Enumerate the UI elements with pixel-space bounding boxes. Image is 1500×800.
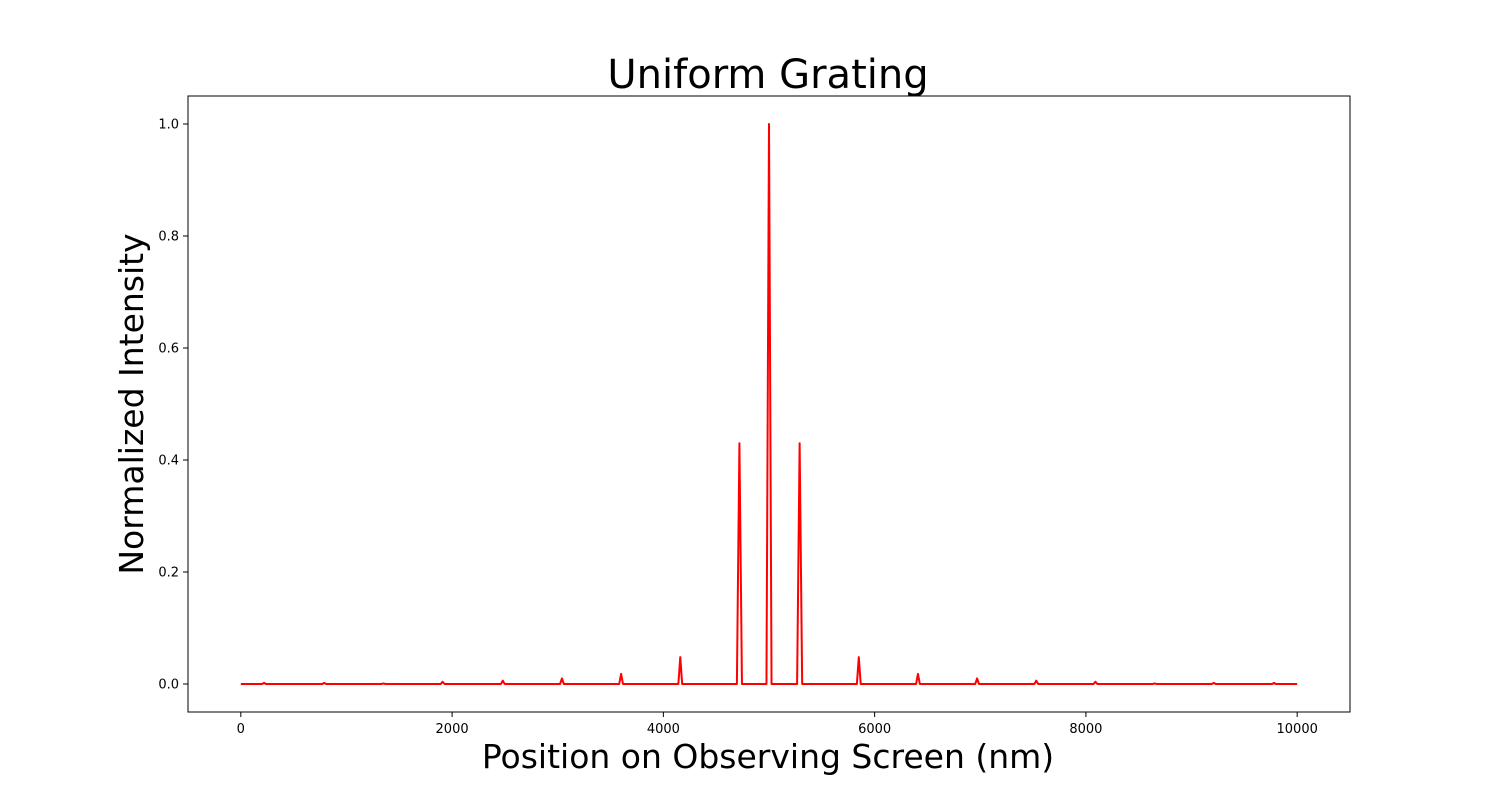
- intensity-peak: [382, 682, 385, 685]
- plot-area: [240, 123, 1298, 685]
- axis-ticks: 0 2000 4000 6000 8000 10000 0.0 0.2 0.4 0.6 0.8 1.0: [158, 118, 1318, 738]
- intensity-peak: [1213, 682, 1215, 684]
- y-tick-label: 0.6: [158, 342, 179, 357]
- x-tick-label: 6000: [858, 722, 891, 737]
- chart-title: Uniform Grating: [607, 52, 928, 98]
- y-tick-label: 0.2: [158, 566, 179, 581]
- intensity-line: [240, 123, 1298, 685]
- intensity-peak: [441, 681, 444, 683]
- y-tick-label: 1.0: [158, 118, 179, 133]
- y-tick-label: 0.4: [158, 454, 179, 469]
- x-axis-label: Position on Observing Screen (nm): [482, 737, 1054, 776]
- intensity-peak: [1153, 682, 1156, 685]
- intensity-peak: [502, 680, 504, 682]
- x-tick-label: 4000: [647, 722, 680, 737]
- intensity-peak: [679, 656, 681, 658]
- plot-frame: [187, 95, 1351, 713]
- intensity-peak: [858, 656, 860, 658]
- intensity-peak: [620, 673, 622, 675]
- y-tick-label: 0.0: [158, 678, 179, 693]
- intensity-peak: [1094, 681, 1097, 683]
- x-tick-label: 10000: [1277, 722, 1318, 737]
- x-tick-label: 2000: [436, 722, 469, 737]
- intensity-peak: [561, 677, 563, 680]
- intensity-peak: [323, 682, 325, 684]
- intensity-peak: [263, 682, 265, 684]
- y-tick-label: 0.8: [158, 230, 179, 245]
- x-tick-label: 0: [237, 722, 245, 737]
- x-tick-label: 8000: [1069, 722, 1102, 737]
- intensity-peak: [976, 677, 978, 680]
- intensity-peak: [799, 442, 801, 444]
- intensity-peak: [1035, 680, 1037, 682]
- intensity-peak: [1273, 682, 1275, 684]
- intensity-peak: [768, 123, 770, 125]
- intensity-peak: [917, 673, 919, 675]
- y-axis-label: Normalized Intensity: [112, 233, 151, 574]
- intensity-peak: [738, 442, 741, 444]
